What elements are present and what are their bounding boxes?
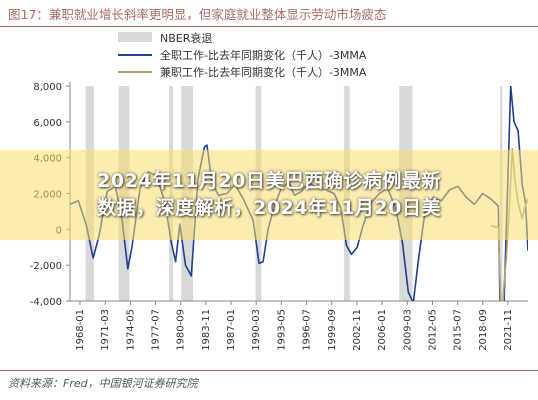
y-tick-label-5: 6,000 — [33, 118, 62, 129]
legend-label-2: 兼职工作-比去年同期变化（千人）-3MMA — [160, 65, 367, 79]
headline-line-2: 数据，深度解析，2024年11月20日美 — [97, 197, 441, 219]
legend-label-0: NBER衰退 — [160, 31, 212, 45]
x-tick-label-10: 1999-09 — [327, 309, 338, 351]
x-tick-label-17: 2021-11 — [503, 309, 514, 351]
x-tick-label-6: 1987-01 — [226, 309, 237, 351]
x-tick-label-3: 1977-07 — [151, 309, 162, 351]
x-tick-label-7: 1990-03 — [251, 309, 262, 351]
y-tick-label-1: -2,000 — [30, 261, 62, 272]
x-tick-label-8: 1993-05 — [276, 309, 287, 351]
x-tick-label-9: 1996-07 — [302, 309, 313, 351]
x-tick-label-2: 1974-05 — [125, 309, 136, 351]
x-tick-label-11: 2002-11 — [352, 309, 363, 351]
x-tick-label-16: 2018-09 — [478, 309, 489, 351]
y-tick-label-0: -4,000 — [30, 297, 62, 308]
legend-swatch-recession — [118, 32, 152, 42]
headline-text[interactable]: 2024年11月20日美巴西确诊病例最新 数据，深度解析，2024年11月20日… — [0, 168, 538, 222]
x-tick-label-15: 2015-07 — [453, 309, 464, 351]
x-tick-label-1: 1971-03 — [100, 309, 111, 351]
x-tick-label-13: 2009-03 — [402, 309, 413, 351]
headline-line-1: 2024年11月20日美巴西确诊病例最新 — [97, 170, 441, 192]
source-note: 资料来源：Fred，中国银河证券研究院 — [8, 377, 198, 390]
x-tick-label-12: 2006-01 — [377, 309, 388, 351]
source-divider — [0, 370, 538, 371]
x-tick-label-4: 1980-09 — [176, 309, 187, 351]
x-tick-label-14: 2012-05 — [427, 309, 438, 351]
legend-label-1: 全职工作-比去年同期变化（千人）-3MMA — [160, 48, 367, 62]
chart-title: 图17：兼职就业增长斜率更明显，但家庭就业整体显示劳动市场疲态 — [8, 7, 387, 22]
x-tick-label-5: 1983-11 — [201, 309, 212, 351]
title-divider — [0, 26, 538, 27]
x-axis: 1968-01 1971-03 1974-05 1977-07 1980-09 1983-… — [70, 300, 528, 351]
x-tick-label-0: 1968-01 — [75, 309, 86, 351]
y-tick-label-6: 8,000 — [33, 82, 62, 93]
headline-overlay — [0, 150, 538, 240]
